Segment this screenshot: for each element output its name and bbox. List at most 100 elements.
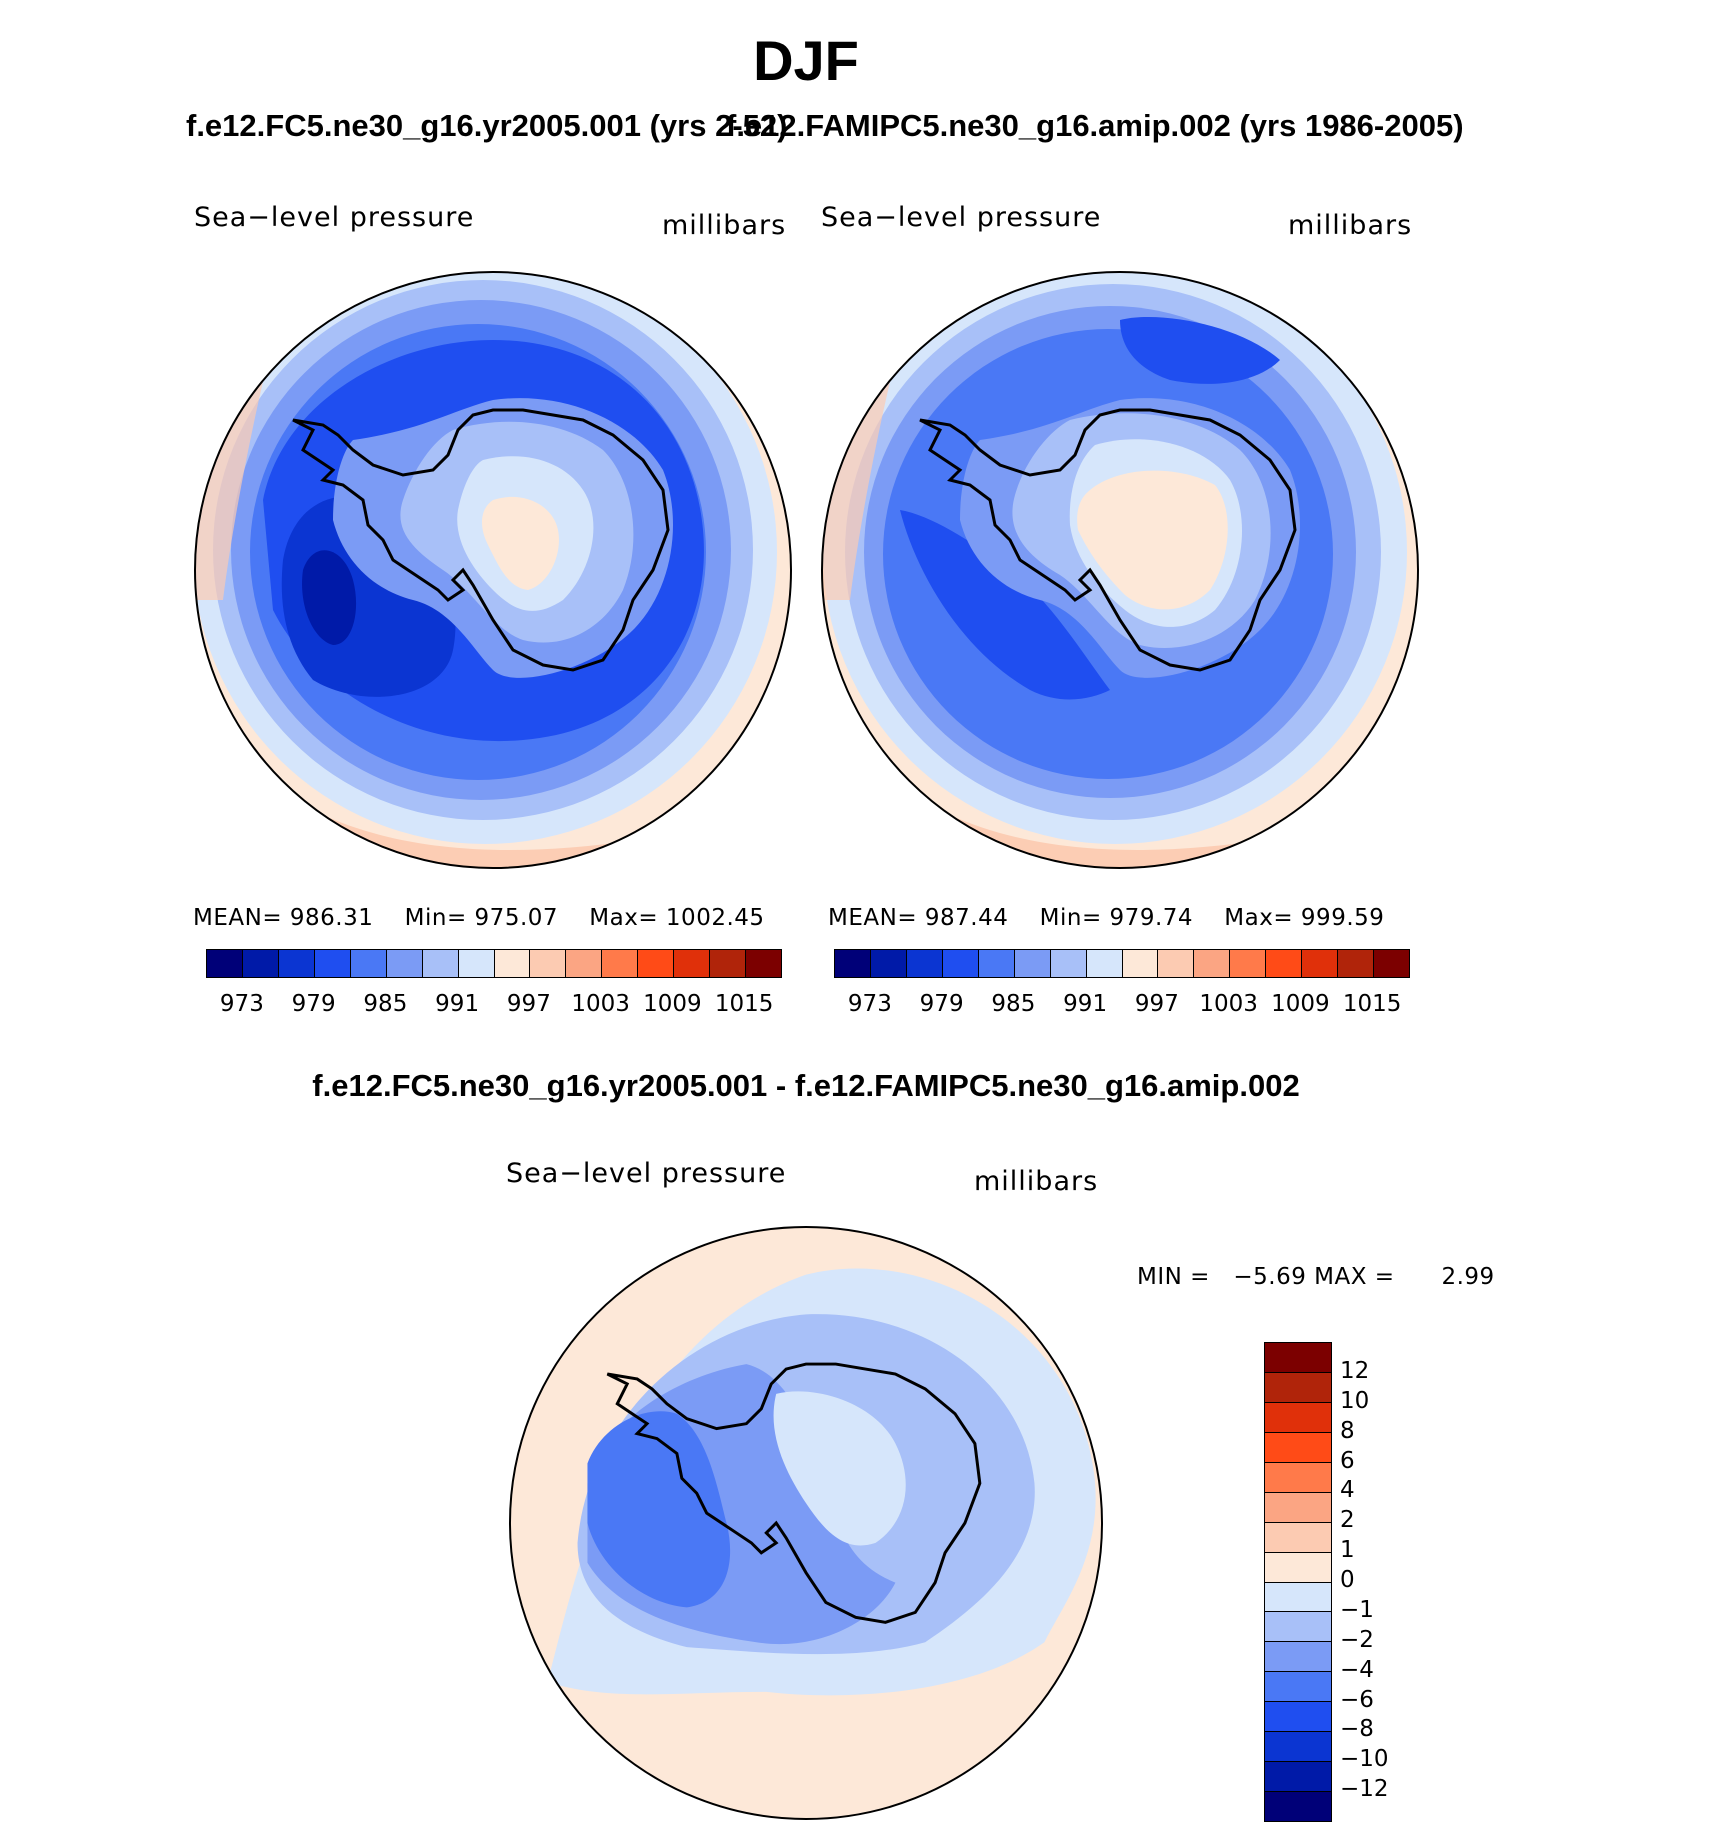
right-colorbar-box [1230,950,1267,977]
right-colorbar-box [835,950,871,977]
diff-polar-map [508,1225,1104,1821]
left-variable-label: Sea−level pressure [194,202,475,233]
diff-max-label: MAX = [1314,1264,1395,1290]
diff-colorbar-tick-label: −10 [1340,1746,1389,1773]
diff-colorbar-box [1265,1402,1331,1433]
right-colorbar [834,949,1410,978]
right-colorbar-box [1122,950,1159,977]
left-mean-value: 986.31 [289,905,374,931]
diff-colorbar-tick-label: 1 [1340,1537,1355,1564]
diff-colorbar-box [1265,1372,1331,1403]
left-colorbar-box [242,950,279,977]
right-variable-label: Sea−level pressure [821,202,1102,233]
left-stats: MEAN= 986.31 Min= 975.07 Max= 1002.45 [193,905,765,931]
diff-colorbar-tick-label: 0 [1340,1567,1355,1593]
diff-colorbar-tick-label: 6 [1340,1447,1355,1474]
right-colorbar-box [1374,950,1409,977]
left-colorbar-tick-label: 1009 [643,991,702,1017]
season-title: DJF [753,29,859,92]
diff-colorbar-box [1265,1642,1331,1673]
right-colorbar-box [1014,950,1051,977]
right-colorbar-box [1050,950,1087,977]
right-min-value: 979.74 [1109,905,1194,931]
left-colorbar-tick-label: 985 [363,991,408,1017]
left-colorbar-box [494,950,531,977]
right-field-982-west [900,510,1110,700]
left-map-boundary [194,271,792,869]
diff-colorbar-box [1265,1343,1331,1373]
diff-min-value: −5.69 [1233,1264,1307,1290]
left-field-976 [302,550,357,645]
right-max-value: 999.59 [1300,905,1385,931]
diff-colorbar-box [1265,1732,1331,1763]
left-colorbar-tick-label: 1003 [571,991,630,1017]
diff-colorbar-box [1265,1792,1331,1821]
left-colorbar-box [207,950,243,977]
right-colorbar-tick-label: 1015 [1342,991,1402,1017]
diff-field-minus4 [587,1411,731,1608]
diff-max-value: 2.99 [1441,1264,1495,1290]
diff-colorbar-box [1265,1522,1331,1553]
diff-min-label: MIN = [1137,1264,1210,1290]
left-colorbar-box [566,950,603,977]
left-colorbar-tick-label: 973 [219,991,264,1017]
right-colorbar-box [1302,950,1339,977]
right-colorbar-tick-label: 1009 [1271,991,1330,1017]
diff-colorbar-box [1265,1552,1331,1583]
right-colorbar-tick-label: 979 [919,991,964,1017]
left-colorbar-box [422,950,459,977]
diff-colorbar-tick-label: 8 [1340,1417,1355,1444]
diff-colorbar-tick-label: −2 [1340,1626,1374,1653]
right-colorbar-box [1086,950,1123,977]
left-colorbar-box [746,950,781,977]
diff-antarctica-coastline [606,1362,982,1624]
diff-colorbar-box [1265,1672,1331,1703]
diff-colorbar-box [1265,1612,1331,1643]
diff-colorbar-tick-label: 2 [1340,1507,1355,1534]
diff-colorbar-tick-label: −12 [1340,1776,1389,1803]
diff-colorbar-box [1265,1462,1331,1493]
diff-colorbar-box [1265,1762,1331,1793]
diff-colorbar-box [1265,1432,1331,1463]
right-colorbar-tick-label: 985 [991,991,1036,1017]
left-antarctica-coastline [292,408,670,672]
left-colorbar-box [458,950,495,977]
diff-colorbar-tick-label: −4 [1340,1656,1374,1683]
diff-stats: MIN = −5.69 MAX = 2.99 [1137,1264,1495,1290]
diff-colorbar [1264,1342,1332,1822]
right-map-boundary [821,271,1419,869]
diff-variable-label: Sea−level pressure [506,1158,787,1189]
right-colorbar-box [1194,950,1231,977]
right-max-label: Max= [1224,905,1294,931]
diff-units-label: millibars [974,1166,1099,1197]
left-colorbar-box [638,950,675,977]
diff-colorbar-tick-label: −8 [1340,1716,1374,1743]
diff-colorbar-tick-label: 10 [1340,1387,1370,1414]
case-title-left: f.e12.FC5.ne30_g16.yr2005.001 (yrs 2-52) [186,108,788,143]
left-colorbar-box [602,950,639,977]
diff-colorbar-tick-label: −6 [1340,1686,1374,1713]
left-max-label: Max= [589,905,659,931]
diff-field-0-inner [773,1391,906,1546]
left-max-value: 1002.45 [665,905,765,931]
left-polar-map [194,271,792,869]
right-mean-value: 987.44 [924,905,1009,931]
diff-colorbar-tick-label: −1 [1340,1596,1374,1623]
diff-title: f.e12.FC5.ne30_g16.yr2005.001 - f.e12.FA… [312,1068,1300,1103]
left-colorbar-box [278,950,315,977]
right-colorbar-box [978,950,1015,977]
right-colorbar-box [906,950,943,977]
right-colorbar-tick-label: 991 [1063,991,1108,1017]
right-field-997-inner [1077,470,1228,610]
diff-map-boundary [508,1225,1104,1821]
case-title-right: f.e12.FAMIPC5.ne30_g16.amip.002 (yrs 198… [726,108,1464,143]
left-colorbar [206,949,782,978]
right-colorbar-box [1338,950,1375,977]
left-mean-label: MEAN= [193,905,283,931]
left-colorbar-box [314,950,351,977]
left-field-997-inner [481,496,559,590]
left-colorbar-tick-label: 1015 [714,991,774,1017]
left-colorbar-tick-label: 997 [506,991,551,1017]
left-colorbar-tick-label: 979 [291,991,336,1017]
diff-colorbar-tick-label: 4 [1340,1477,1355,1504]
